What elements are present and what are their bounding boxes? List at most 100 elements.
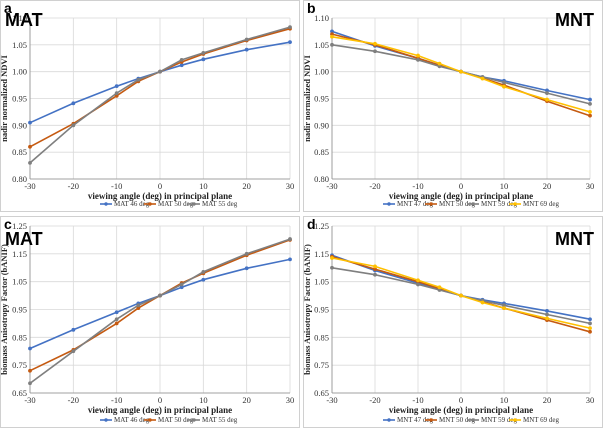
- data-point: [373, 49, 377, 54]
- data-point: [179, 282, 184, 287]
- y-tick-label: 1.10: [12, 13, 27, 23]
- x-tick-label: -10: [111, 181, 122, 191]
- y-tick-label: 0.80: [12, 174, 27, 184]
- panel-title: MAT: [5, 229, 43, 249]
- x-axis-label: viewing angle (deg) in principal plane: [389, 191, 533, 201]
- data-point: [114, 91, 119, 96]
- legend-marker: [513, 202, 517, 206]
- data-point: [330, 29, 334, 34]
- x-tick-label: 10: [500, 181, 509, 191]
- y-axis-label: biomass Anisotropy Factor (bANIF): [0, 244, 9, 375]
- data-point: [244, 266, 249, 271]
- data-point: [459, 69, 463, 74]
- data-point: [416, 53, 420, 58]
- x-tick-label: 30: [586, 395, 595, 405]
- data-point: [588, 110, 592, 114]
- data-point: [28, 346, 32, 351]
- data-point: [201, 57, 206, 62]
- data-point: [136, 306, 141, 311]
- x-tick-label: 10: [199, 181, 208, 191]
- x-tick-label: -30: [326, 181, 337, 191]
- y-tick-label: 1.15: [314, 249, 329, 259]
- data-point: [545, 91, 549, 96]
- data-point: [502, 80, 506, 85]
- chart-panel-b: 0.80 0.85 0.90 0.95 1.00 1.05 1.10 -30 -20 -10 0 10…: [302, 0, 603, 212]
- data-point: [136, 303, 141, 308]
- data-point: [330, 42, 334, 47]
- data-point: [71, 101, 76, 106]
- chart-panel-c: 0.65 0.75 0.85 0.95 1.05 1.15 1.25 -30 -20 -10 0 10…: [0, 216, 300, 428]
- x-tick-label: 20: [242, 181, 251, 191]
- x-axis-label: viewing angle (deg) in principal plane: [88, 191, 232, 201]
- legend-entry: MAT 50 deg: [158, 200, 194, 208]
- data-point: [480, 76, 485, 81]
- y-tick-label: 1.15: [12, 249, 27, 259]
- data-point: [28, 161, 32, 165]
- data-point: [502, 303, 506, 308]
- data-point: [201, 270, 206, 274]
- data-point: [437, 61, 442, 66]
- data-point: [480, 300, 485, 305]
- x-tick-label: 10: [199, 395, 208, 405]
- x-axis-label: viewing angle (deg) in principal plane: [389, 405, 533, 415]
- legend-entry: MAT 50 deg: [158, 416, 194, 424]
- panel-title: MNT: [555, 229, 594, 249]
- x-tick-label: 20: [242, 395, 251, 405]
- data-point: [136, 77, 141, 82]
- panel-title: MAT: [5, 10, 43, 30]
- data-point: [545, 88, 549, 93]
- y-tick-label: 0.65: [12, 388, 27, 398]
- y-tick-label: 1.05: [314, 40, 329, 50]
- legend-marker: [192, 418, 196, 422]
- data-point: [330, 265, 334, 270]
- data-point: [373, 264, 377, 269]
- x-tick-label: -30: [326, 395, 337, 405]
- data-point: [373, 267, 377, 272]
- legend-marker: [471, 202, 475, 206]
- legend-entry: MNT 59 deg: [481, 416, 518, 424]
- data-point: [545, 316, 549, 321]
- y-tick-label: 0.65: [314, 388, 329, 398]
- data-point: [244, 251, 249, 256]
- y-tick-label: 0.90: [314, 120, 329, 130]
- legend-marker: [192, 202, 196, 206]
- legend-entry: MAT 46 deg: [114, 200, 150, 208]
- data-point: [288, 25, 292, 30]
- y-tick-label: 0.85: [314, 332, 329, 342]
- data-point: [502, 306, 506, 311]
- y-tick-label: 0.90: [12, 120, 27, 130]
- data-point: [114, 93, 119, 98]
- data-point: [545, 308, 549, 313]
- x-tick-label: -30: [24, 181, 35, 191]
- legend-entry: MAT 46 deg: [114, 416, 150, 424]
- data-point: [330, 256, 334, 260]
- x-tick-label: 0: [158, 395, 162, 405]
- x-tick-label: 30: [286, 181, 295, 191]
- x-tick-label: 20: [543, 181, 552, 191]
- data-point: [588, 326, 592, 331]
- legend-marker: [148, 418, 152, 422]
- data-point: [288, 237, 292, 241]
- legend-entry: MNT 59 deg: [481, 200, 518, 208]
- data-point: [588, 317, 592, 322]
- y-tick-label: 1.00: [12, 67, 27, 77]
- legend-marker: [387, 202, 391, 206]
- data-point: [588, 101, 592, 106]
- y-tick-label: 1.00: [314, 67, 329, 77]
- data-point: [244, 47, 249, 52]
- data-point: [330, 34, 334, 39]
- x-tick-label: 30: [586, 181, 595, 191]
- data-point: [502, 84, 506, 89]
- x-tick-label: -20: [369, 395, 380, 405]
- legend-entry: MNT 47 deg: [397, 200, 434, 208]
- x-tick-label: 0: [158, 181, 162, 191]
- legend-marker: [387, 418, 391, 422]
- legend-entry: MAT 55 deg: [202, 416, 238, 424]
- data-point: [28, 368, 32, 373]
- y-tick-label: 0.85: [314, 147, 329, 157]
- legend-marker: [513, 418, 517, 422]
- data-point: [71, 327, 76, 332]
- data-point: [373, 41, 377, 46]
- x-tick-label: -20: [369, 181, 380, 191]
